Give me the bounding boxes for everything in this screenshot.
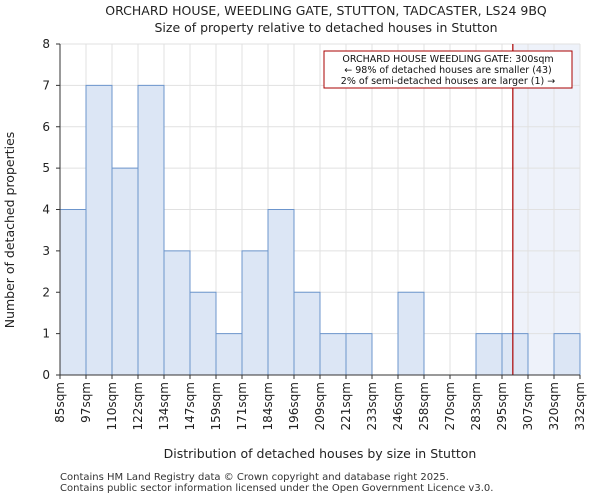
x-tick-label: 270sqm — [443, 382, 457, 430]
bar-85sqm — [59, 209, 87, 376]
x-tick-label: 147sqm — [183, 382, 197, 430]
bar-184sqm — [267, 209, 295, 376]
x-tick-label: 307sqm — [521, 382, 535, 430]
x-tick-label: 184sqm — [261, 382, 275, 430]
chart-subtitle: Size of property relative to detached ho… — [154, 20, 497, 35]
bar-221sqm — [345, 333, 373, 376]
x-tick-label: 233sqm — [365, 382, 379, 430]
x-tick-label: 97sqm — [79, 382, 93, 423]
y-tick-label: 6 — [42, 120, 50, 134]
footer-copyright: Contains HM Land Registry data © Crown c… — [60, 472, 449, 483]
x-axis-label: Distribution of detached houses by size … — [164, 446, 477, 461]
y-tick-label: 4 — [42, 203, 50, 217]
x-tick-label: 283sqm — [469, 382, 483, 430]
x-tick-label: 258sqm — [417, 382, 431, 430]
bar-246sqm — [397, 291, 425, 376]
bar-110sqm — [111, 167, 139, 376]
annotation-line-2: ← 98% of detached houses are smaller (43… — [344, 65, 551, 76]
x-tick-label: 85sqm — [53, 382, 67, 423]
x-tick-label: 159sqm — [209, 382, 223, 430]
bar-122sqm — [137, 84, 165, 376]
chart-title: ORCHARD HOUSE, WEEDLING GATE, STUTTON, T… — [105, 3, 547, 18]
x-tick-label: 221sqm — [339, 382, 353, 430]
bar-209sqm — [319, 333, 347, 376]
x-tick-label: 209sqm — [313, 382, 327, 430]
bar-159sqm — [215, 333, 243, 376]
x-tick-label: 171sqm — [235, 382, 249, 430]
y-tick-label: 0 — [42, 368, 50, 382]
x-tick-label: 110sqm — [105, 382, 119, 430]
y-tick-label: 7 — [42, 78, 50, 92]
annotation-line-3: 2% of semi-detached houses are larger (1… — [341, 76, 555, 87]
y-tick-label: 5 — [42, 161, 50, 175]
bar-147sqm — [189, 291, 217, 376]
annotation-line-1: ORCHARD HOUSE WEEDLING GATE: 300sqm — [342, 54, 553, 65]
x-tick-label: 196sqm — [287, 382, 301, 430]
x-tick-label: 122sqm — [131, 382, 145, 430]
y-tick-label: 3 — [42, 244, 50, 258]
footer-licence: Contains public sector information licen… — [60, 483, 494, 494]
x-tick-label: 134sqm — [157, 382, 171, 430]
x-tick-label: 295sqm — [495, 382, 509, 430]
bar-97sqm — [85, 84, 113, 376]
bar-320sqm — [553, 333, 581, 376]
x-tick-label: 332sqm — [573, 382, 587, 430]
bar-134sqm — [163, 250, 191, 376]
y-tick-label: 2 — [42, 285, 50, 299]
histogram-chart: ORCHARD HOUSE, WEEDLING GATE, STUTTON, T… — [2, 3, 587, 461]
bar-295sqm — [501, 333, 529, 376]
x-tick-label: 320sqm — [547, 382, 561, 430]
bar-283sqm — [475, 333, 503, 376]
annotation-box — [323, 50, 573, 89]
y-tick-label: 1 — [42, 327, 50, 341]
bar-171sqm — [241, 250, 269, 376]
y-axis-label: Number of detached properties — [2, 132, 17, 329]
bar-196sqm — [293, 291, 321, 376]
y-tick-label: 8 — [42, 37, 50, 51]
x-tick-label: 246sqm — [391, 382, 405, 430]
